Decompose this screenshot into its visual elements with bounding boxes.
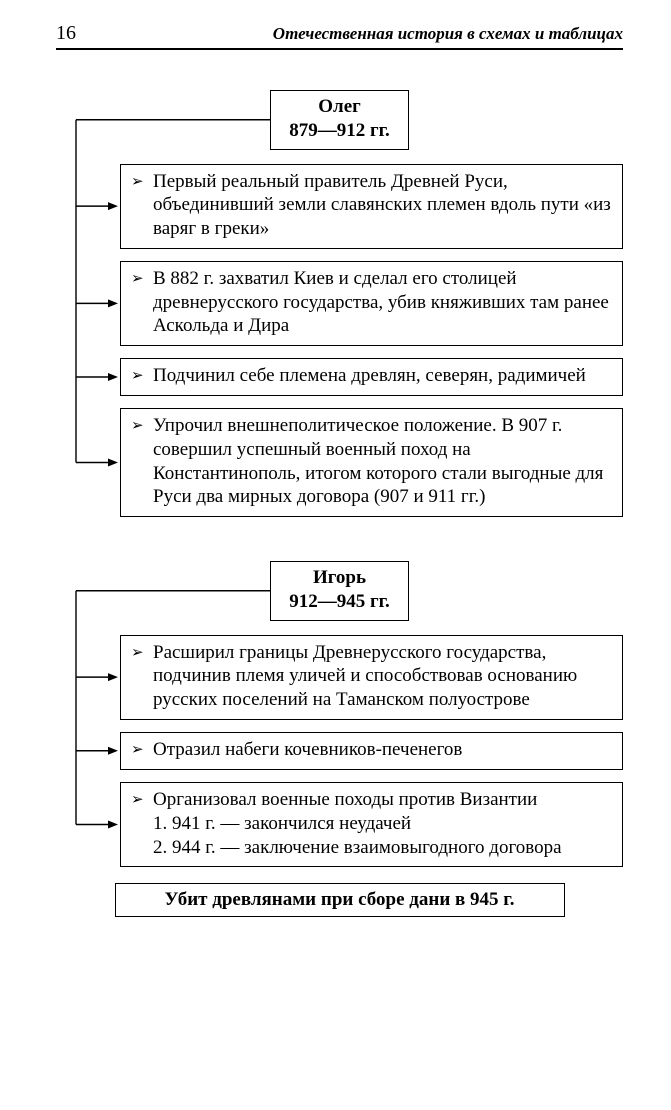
fact-box: ➢Подчинил себе племена древлян, северян,… <box>120 358 623 396</box>
fact-subline: 1. 941 г. — закончился неудачей <box>131 812 612 836</box>
fact-box: ➢В 882 г. захватил Киев и сделал его сто… <box>120 261 623 346</box>
fact-text: В 882 г. захватил Киев и сделал его стол… <box>153 267 612 338</box>
bullet-icon: ➢ <box>131 414 153 438</box>
fact-box: ➢Расширил границы Древнерусского государ… <box>120 635 623 720</box>
fact-text: Упрочил внешнеполитическое положение. В … <box>153 414 612 509</box>
fact-text: Первый реальный правитель Древней Руси, … <box>153 170 612 241</box>
running-title: Отечественная история в схемах и таблица… <box>273 24 623 44</box>
ruler-title-box: Олег879—912 гг. <box>270 90 409 150</box>
fact-text: Подчинил себе племена древлян, северян, … <box>153 364 612 388</box>
ruler-dates: 912—945 гг. <box>289 590 390 614</box>
fact-text: Организовал военные походы против Визант… <box>153 788 612 812</box>
bullet-icon: ➢ <box>131 364 153 388</box>
bullet-icon: ➢ <box>131 788 153 812</box>
fact-text: Отразил набеги кочевников-печенегов <box>153 738 612 762</box>
page-number: 16 <box>56 22 76 45</box>
ruler-name: Олег <box>289 95 390 119</box>
fact-box: ➢Первый реальный правитель Древней Руси,… <box>120 164 623 249</box>
fact-box: ➢Отразил набеги кочевников-печенегов <box>120 732 623 770</box>
fact-box: ➢Организовал военные походы против Визан… <box>120 782 623 868</box>
death-note-box: Убит древлянами при сборе дани в 945 г. <box>115 883 565 917</box>
scheme-block: Олег879—912 гг.➢Первый реальный правител… <box>56 90 623 517</box>
ruler-title-box: Игорь912—945 гг. <box>270 561 409 621</box>
ruler-name: Игорь <box>289 566 390 590</box>
bullet-icon: ➢ <box>131 738 153 762</box>
bullet-icon: ➢ <box>131 641 153 665</box>
bullet-icon: ➢ <box>131 267 153 291</box>
fact-subline: 2. 944 г. — заключение взаимовыгодного д… <box>131 836 612 860</box>
fact-text: Расширил границы Древнерусского государс… <box>153 641 612 712</box>
scheme-block: Игорь912—945 гг.➢Расширил границы Древне… <box>56 561 623 917</box>
bullet-icon: ➢ <box>131 170 153 194</box>
ruler-dates: 879—912 гг. <box>289 119 390 143</box>
fact-box: ➢Упрочил внешнеполитическое положение. В… <box>120 408 623 517</box>
